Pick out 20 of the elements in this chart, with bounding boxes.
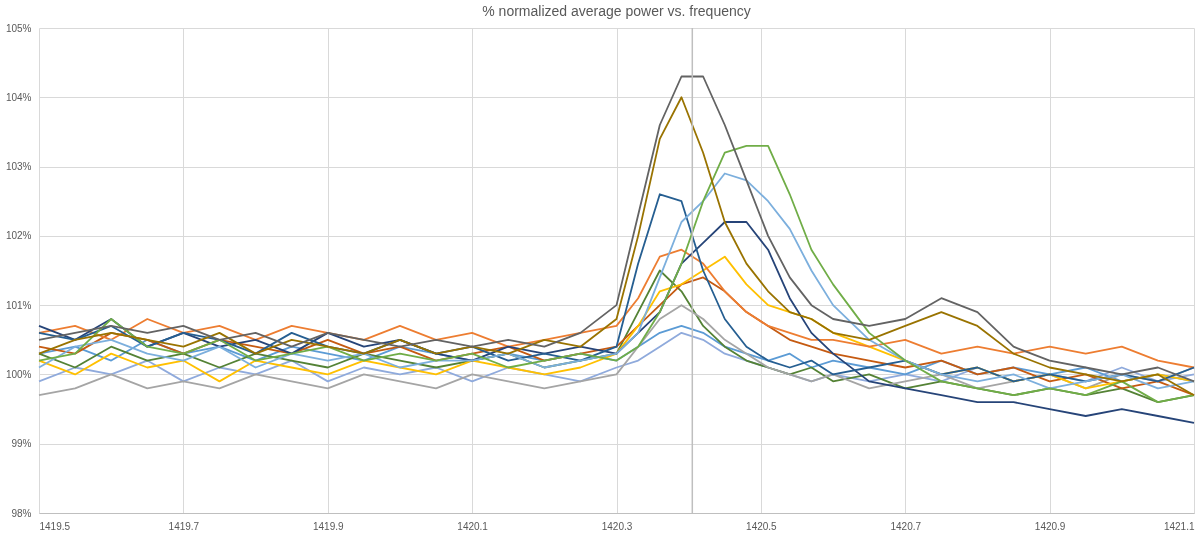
x-tick-label: 1419.9: [312, 520, 344, 532]
chart-title: % normalized average power vs. frequency: [482, 3, 751, 19]
y-tick-label: 101%: [5, 299, 32, 311]
x-tick-label: 1420.3: [601, 520, 633, 532]
x-tick-label: 1420.1: [457, 520, 489, 532]
y-tick-label: 102%: [5, 230, 32, 242]
y-tick-label: 98%: [11, 507, 32, 519]
x-tick-label: 1421.1: [1163, 520, 1195, 532]
y-tick-label: 100%: [5, 368, 32, 380]
line-series: [38, 144, 1195, 404]
y-tick-label: 103%: [5, 161, 32, 173]
x-tick-label: 1420.7: [890, 520, 922, 532]
x-tick-label: 1420.9: [1034, 520, 1066, 532]
x-tick-label: 1419.5: [39, 520, 71, 532]
line-series: [38, 248, 1195, 369]
x-tick-label: 1419.7: [168, 520, 200, 532]
y-tick-label: 104%: [5, 91, 32, 103]
y-tick-label: 99%: [11, 438, 32, 450]
y-tick-label: 105%: [5, 22, 32, 34]
x-tick-label: 1420.5: [746, 520, 778, 532]
